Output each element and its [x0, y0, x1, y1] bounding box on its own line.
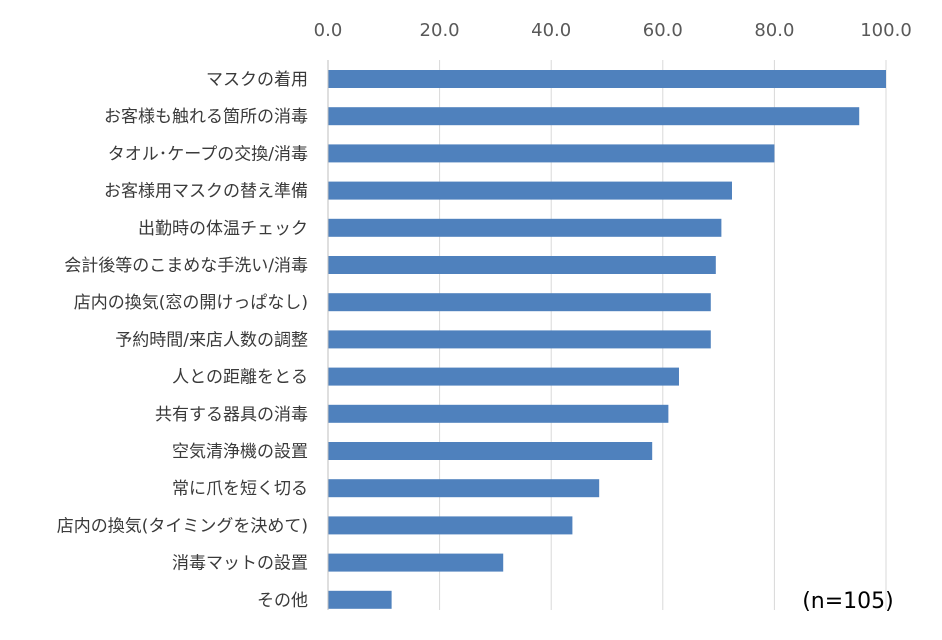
category-label: 予約時間/来店人数の調整: [115, 330, 308, 350]
x-tick-label: 60.0: [643, 20, 683, 41]
bar: [328, 404, 669, 423]
category-label: その他: [257, 591, 308, 611]
bar: [328, 516, 573, 535]
category-label: 消毒マットの設置: [172, 554, 308, 574]
bar: [328, 218, 722, 237]
bars: [328, 70, 886, 609]
bar: [328, 70, 886, 88]
category-label: 出勤時の体温チェック: [138, 219, 308, 239]
bar: [328, 107, 860, 126]
sample-size-annotation: (n=105): [802, 589, 894, 614]
bar: [328, 181, 732, 200]
bar: [328, 293, 711, 312]
bar: [328, 479, 600, 498]
category-labels: マスクの着用お客様も触れる箇所の消毒タオル･ケープの交換/消毒お客様用マスクの替…: [57, 70, 308, 611]
x-tick-label: 0.0: [314, 20, 343, 41]
bar: [328, 442, 653, 460]
category-label: 人との距離をとる: [172, 368, 308, 388]
x-axis-ticks: 0.0 20.0 40.0 60.0 80.0 100.0: [314, 20, 912, 41]
bar: [328, 330, 711, 349]
bar: [328, 367, 679, 386]
category-label: お客様用マスクの替え準備: [104, 182, 308, 202]
category-label: 空気清浄機の設置: [172, 442, 308, 462]
category-label: マスクの着用: [206, 70, 308, 90]
category-label: タオル･ケープの交換/消毒: [108, 144, 308, 164]
x-tick-label: 40.0: [531, 20, 571, 41]
x-tick-label: 80.0: [754, 20, 794, 41]
bar: [328, 144, 775, 163]
category-label: 会計後等のこまめな手洗い/消毒: [64, 256, 308, 276]
x-tick-label: 20.0: [420, 20, 460, 41]
x-tick-label: 100.0: [860, 20, 912, 41]
category-label: 常に爪を短く切る: [172, 479, 308, 499]
category-label: 共有する器具の消毒: [155, 405, 308, 425]
bar: [328, 590, 392, 609]
bar: [328, 553, 504, 572]
category-label: 店内の換気(窓の開けっぱなし): [74, 293, 308, 313]
category-label: 店内の換気(タイミングを決めて): [57, 516, 308, 536]
category-label: お客様も触れる箇所の消毒: [104, 107, 308, 127]
bar: [328, 256, 716, 274]
